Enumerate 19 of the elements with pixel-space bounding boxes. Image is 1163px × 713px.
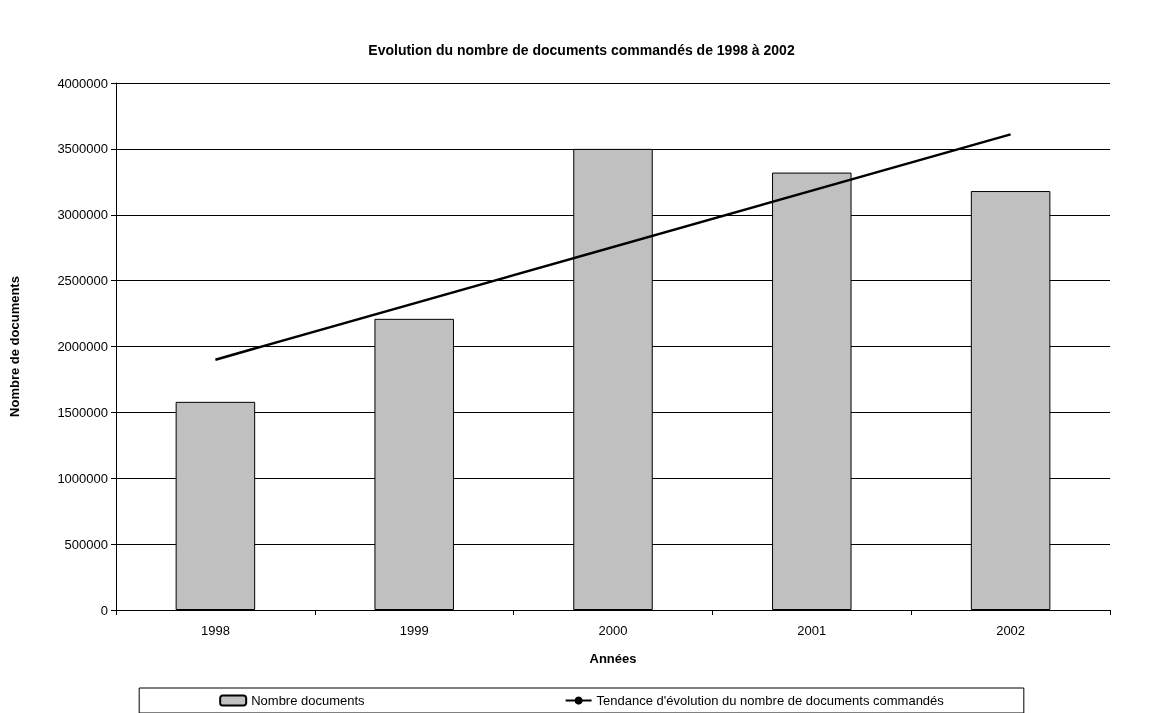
y-tick-label: 500000 [64, 536, 108, 552]
chart-title: Evolution du nombre de documents commandés de 1998 à 2002 [368, 42, 795, 58]
y-tick-label: 2000000 [57, 339, 108, 354]
x-tick-label: 2000 [598, 623, 628, 638]
y-tick-label: 2500000 [57, 273, 108, 289]
y-tick-label: 1000000 [57, 470, 108, 486]
y-axis-title: Nombre de documents [7, 276, 22, 417]
y-tick-label: 4000000 [57, 75, 108, 91]
x-tick-label: 1999 [399, 623, 429, 638]
y-tick-label: 0 [100, 602, 108, 618]
legend-label: Nombre documents [251, 693, 366, 708]
x-tick-label: 1998 [200, 623, 230, 638]
x-tick-label: 2001 [797, 623, 827, 638]
y-tick-label: 3500000 [57, 141, 108, 157]
y-tick-label: 3000000 [57, 207, 108, 223]
y-tick-label: 1500000 [57, 404, 108, 420]
x-axis-title: Années [589, 651, 637, 666]
x-tick-label: 2002 [996, 623, 1026, 638]
legend-label: Tendance d'évolution du nombre de documents commandés [596, 693, 945, 708]
